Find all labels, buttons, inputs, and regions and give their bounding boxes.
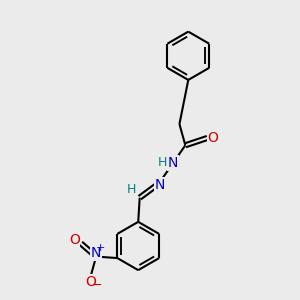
Text: N: N [167,156,178,170]
Text: O: O [69,233,80,248]
Text: O: O [85,274,96,289]
Text: N: N [154,178,165,192]
Text: N: N [91,246,101,260]
Text: −: − [92,279,102,292]
Text: +: + [96,243,106,253]
Text: H: H [127,183,136,196]
Text: H: H [158,156,167,169]
Text: O: O [207,131,218,145]
